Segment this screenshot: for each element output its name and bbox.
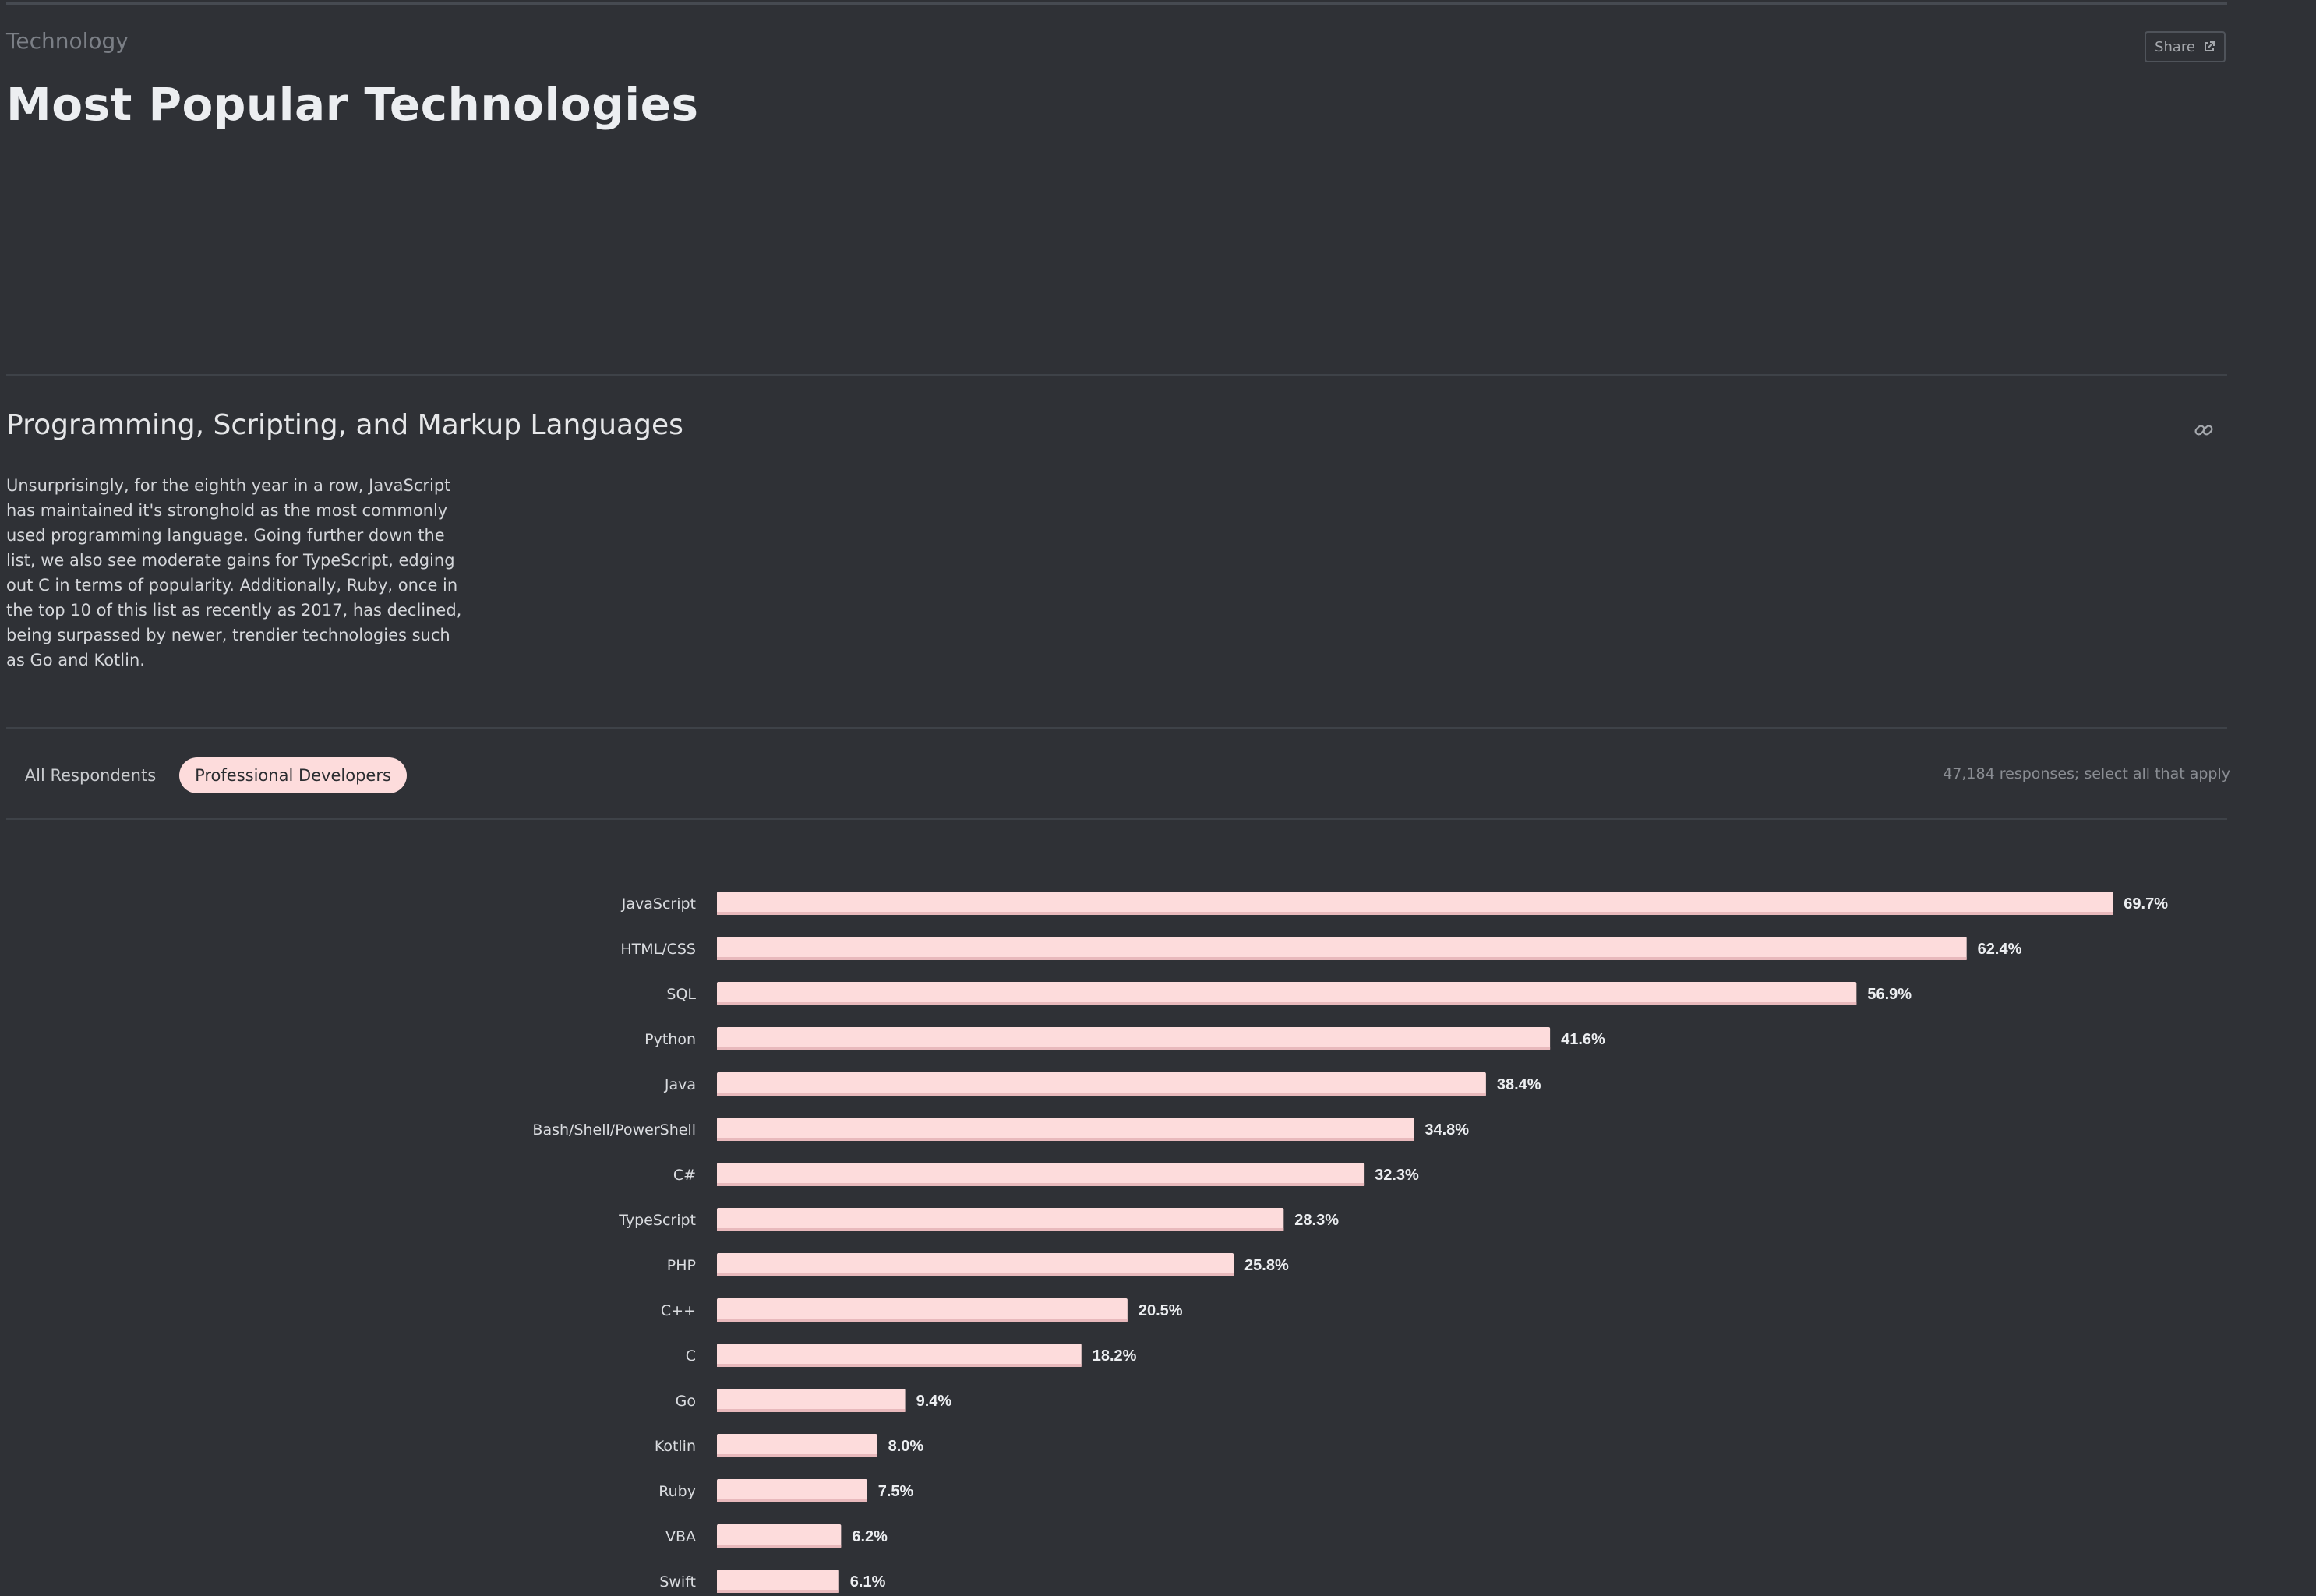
bar[interactable]: [717, 1344, 1082, 1367]
link-icon[interactable]: [2193, 419, 2215, 441]
category-label: JavaScript: [621, 895, 696, 913]
category-label: Bash/Shell/PowerShell: [532, 1121, 696, 1139]
top-divider: [6, 2, 2227, 5]
bar[interactable]: [717, 937, 1967, 960]
share-button[interactable]: Share: [2145, 31, 2226, 62]
bar[interactable]: [717, 1118, 1414, 1141]
bar[interactable]: [717, 1208, 1284, 1231]
bar-shadow: [717, 1093, 1486, 1096]
bar[interactable]: [717, 1072, 1486, 1096]
category-label: Go: [676, 1393, 696, 1410]
value-label: 38.4%: [1497, 1076, 1541, 1093]
value-label: 18.2%: [1093, 1347, 1137, 1365]
category-label: TypeScript: [618, 1212, 696, 1229]
bar[interactable]: [717, 1253, 1234, 1276]
value-label: 20.5%: [1139, 1302, 1183, 1319]
bar-shadow: [717, 1545, 842, 1548]
category-label: Python: [644, 1031, 696, 1048]
bar-chart: JavaScript 69.7% HTML/CSS 62.4% SQL 56.9% Pyth…: [532, 892, 2168, 1593]
tabs-bottom-divider: [6, 818, 2227, 820]
value-label: 6.2%: [852, 1528, 888, 1545]
tabs-top-divider: [6, 727, 2227, 729]
category-label: HTML/CSS: [620, 941, 696, 958]
bar[interactable]: [717, 1479, 867, 1502]
tab-professional-developers[interactable]: Professional Developers: [179, 757, 407, 793]
value-label: 6.1%: [850, 1573, 886, 1591]
bar-shadow: [717, 1183, 1365, 1186]
section-label: Technology: [6, 28, 129, 54]
external-link-icon: [2203, 41, 2215, 53]
bar-shadow: [717, 1002, 1857, 1005]
value-label: 56.9%: [1867, 986, 1912, 1003]
bar-shadow: [717, 1364, 1082, 1367]
bar-shadow: [717, 1319, 1128, 1322]
category-label: Swift: [659, 1573, 696, 1591]
bar[interactable]: [717, 1524, 842, 1548]
bar[interactable]: [717, 1570, 839, 1593]
bar[interactable]: [717, 982, 1857, 1005]
bar-shadow: [717, 1409, 906, 1412]
bar-shadow: [717, 1138, 1414, 1141]
bar[interactable]: [717, 1434, 877, 1457]
category-label: Ruby: [658, 1483, 696, 1500]
section-divider: [6, 374, 2227, 376]
bar[interactable]: [717, 1298, 1128, 1322]
category-label: C: [686, 1347, 696, 1365]
bar-shadow: [717, 1454, 877, 1457]
bar-shadow: [717, 1499, 867, 1502]
subsection-title: Programming, Scripting, and Markup Langu…: [6, 409, 683, 441]
category-label: PHP: [667, 1257, 696, 1274]
value-label: 69.7%: [2124, 895, 2168, 913]
bar[interactable]: [717, 1389, 906, 1412]
category-label: Java: [664, 1076, 696, 1093]
bar-shadow: [717, 1228, 1284, 1231]
category-label: Kotlin: [655, 1438, 696, 1455]
value-label: 25.8%: [1244, 1257, 1289, 1274]
bar[interactable]: [717, 1163, 1365, 1186]
bar[interactable]: [717, 892, 2113, 915]
value-label: 34.8%: [1425, 1121, 1469, 1139]
subsection-description: Unsurprisingly, for the eighth year in a…: [6, 476, 462, 669]
bar-shadow: [717, 1590, 839, 1593]
value-label: 62.4%: [1978, 941, 2022, 958]
category-label: SQL: [666, 986, 696, 1003]
value-label: 8.0%: [888, 1438, 924, 1455]
bar[interactable]: [717, 1027, 1551, 1050]
category-label: VBA: [665, 1528, 696, 1545]
category-label: C++: [661, 1302, 696, 1319]
bar-shadow: [717, 912, 2113, 915]
value-label: 41.6%: [1561, 1031, 1605, 1048]
tab-all-respondents[interactable]: All Respondents: [24, 766, 157, 785]
value-label: 32.3%: [1375, 1167, 1419, 1184]
responses-note: 47,184 responses; select all that apply: [1943, 765, 2230, 782]
bar-shadow: [717, 1273, 1234, 1276]
share-label: Share: [2155, 38, 2195, 55]
value-label: 7.5%: [878, 1483, 914, 1500]
bar-shadow: [717, 957, 1967, 960]
value-label: 28.3%: [1294, 1212, 1339, 1229]
value-label: 9.4%: [916, 1393, 952, 1410]
page-title: Most Popular Technologies: [6, 78, 699, 131]
category-label: C#: [673, 1167, 696, 1184]
bar-shadow: [717, 1047, 1551, 1050]
